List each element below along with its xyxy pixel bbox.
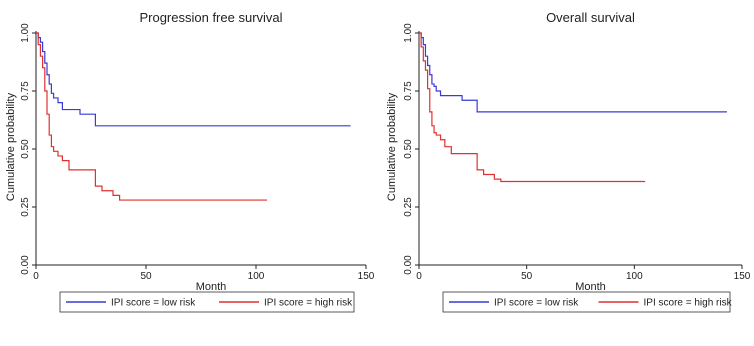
legend-label: IPI score = low risk: [111, 298, 196, 309]
y-tick-label: 1.00: [403, 23, 414, 43]
y-tick-label: 0.00: [403, 255, 414, 275]
x-tick-label: 0: [416, 271, 422, 282]
y-tick-label: 0.50: [403, 139, 414, 159]
y-axis-label: Cumulative probability: [386, 92, 398, 201]
y-tick-label: 0.25: [403, 197, 414, 217]
legend-label: IPI score = high risk: [644, 298, 733, 309]
legend-label: IPI score = low risk: [494, 298, 579, 309]
x-tick-label: 50: [521, 271, 533, 282]
x-tick-label: 150: [734, 271, 751, 282]
y-tick-label: 0.25: [20, 197, 31, 217]
y-axis-label: Cumulative probability: [5, 92, 17, 201]
y-tick-label: 0.00: [20, 255, 31, 275]
y-tick-label: 1.00: [20, 23, 31, 43]
y-tick-label: 0.75: [403, 81, 414, 101]
x-tick-label: 0: [33, 271, 39, 282]
x-tick-label: 50: [140, 271, 152, 282]
chart-title: Overall survival: [546, 10, 635, 25]
legend-label: IPI score = high risk: [264, 298, 353, 309]
x-tick-label: 150: [358, 271, 375, 282]
chart-panel-1: Progression free survival 0.00 0.25 0.50 0.7…: [5, 10, 375, 313]
y-tick-label: 0.50: [20, 139, 31, 159]
legend-box: [59, 291, 355, 313]
series-line-low-risk: [36, 32, 351, 127]
series-line-high-risk: [36, 32, 267, 201]
x-axis-label: Month: [575, 281, 606, 293]
x-axis-label: Month: [196, 281, 227, 293]
x-tick-label: 100: [626, 271, 643, 282]
series-line-high-risk: [419, 32, 646, 183]
series-line-low-risk: [419, 32, 727, 113]
legend-box: [442, 291, 731, 313]
x-tick-label: 100: [248, 271, 265, 282]
chart-panel-2: Overall survival 0.00 0.25 0.50 0.75 1.00 0 50 1…: [386, 10, 751, 313]
chart-title: Progression free survival: [139, 10, 282, 25]
y-tick-label: 0.75: [20, 81, 31, 101]
